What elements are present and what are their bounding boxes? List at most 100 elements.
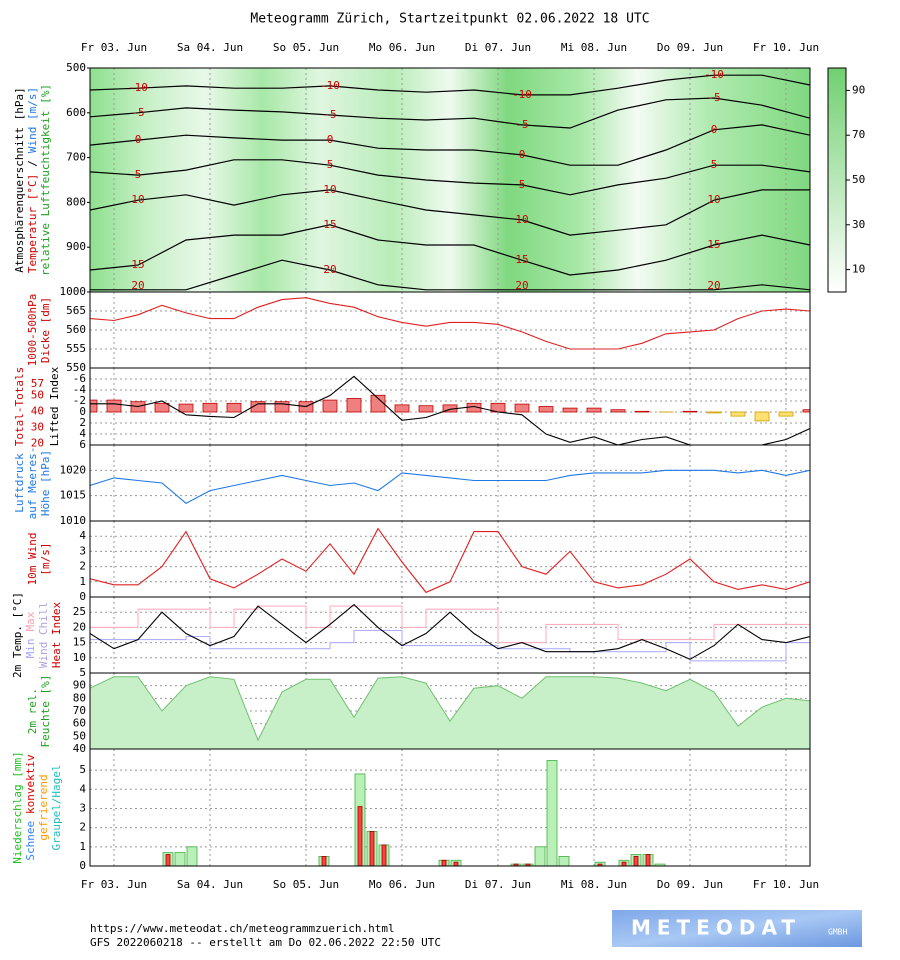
y-axis-label-part: Atmosphärenquerschnitt [hPa] (13, 87, 26, 272)
y-tick-label: 1 (79, 575, 86, 588)
y-tick-label: 60 (73, 717, 86, 730)
bar (357, 806, 363, 866)
y-axis-label-part: auf Meeres- (26, 447, 39, 520)
x-tick-label: So 05. Jun (273, 41, 339, 54)
y-axis-label: Graupel/Hagel (50, 764, 63, 850)
x-tick-label: Mo 06. Jun (369, 878, 435, 891)
y-axis-label: Schnee konvektiv (24, 754, 37, 861)
y-axis-label-part: Luftdruck (13, 453, 26, 513)
y-axis-label-part: Heat Index (50, 602, 63, 669)
y-tick-label: 80 (73, 691, 86, 704)
y-axis-label-part: Wind Chill (37, 602, 50, 668)
y-tick-label: 5 (79, 666, 86, 679)
colorbar-tick-label: 70 (852, 128, 865, 141)
isotherm-label: 20 (707, 279, 720, 292)
y-axis-label: 10m Wind (26, 533, 39, 586)
y-axis-label: Feuchte [%] (39, 675, 52, 748)
bar (706, 411, 722, 414)
bar (513, 863, 519, 866)
bar (418, 405, 434, 413)
humidity-field (90, 68, 810, 292)
plot-area (90, 749, 810, 866)
bar (453, 861, 459, 866)
line (90, 527, 810, 594)
y-tick-label: 1000 (60, 285, 87, 298)
bar (514, 403, 530, 413)
y-axis-label-part: Temperatur [°C] (26, 174, 39, 273)
y-tick-label: 1015 (60, 489, 87, 502)
isotherm (90, 189, 810, 236)
y-axis-label-part: Höhe [hPa] (39, 450, 52, 516)
y-axis-label-part: Niederschlag [mm] (11, 751, 24, 864)
isotherm-label: 0 (327, 133, 334, 146)
bar (394, 404, 410, 413)
y-tick-label: 1 (79, 840, 86, 853)
y-axis-label: Höhe [hPa] (39, 450, 52, 516)
x-tick-label: Fr 03. Jun (81, 41, 147, 54)
y-axis-label: 2m rel. (26, 688, 39, 734)
y-tick-label: 20 (73, 620, 86, 633)
isotherm-label: -10 (320, 79, 340, 92)
bar (586, 407, 602, 413)
x-tick-label: Di 07. Jun (465, 878, 531, 891)
y-axis-label: Niederschlag [mm] (11, 751, 24, 864)
plot-area (90, 673, 810, 749)
y-axis-label-part: [m/s] (39, 542, 52, 575)
isotherm-label: 10 (323, 183, 336, 196)
logo (612, 910, 862, 947)
isotherm-label: 10 (131, 193, 144, 206)
isotherm-label: 0 (519, 148, 526, 161)
y2-tick-label: 40 (31, 404, 44, 417)
isotherm-label: 20 (515, 279, 528, 292)
y-tick-label: 5 (79, 763, 86, 776)
isotherm-label: 10 (707, 193, 720, 206)
y-axis-label-part: Total-Totals (13, 367, 26, 446)
y-tick-label: 4 (79, 782, 86, 795)
line (90, 603, 810, 660)
y-axis-label: Temperatur [°C] / Wind [m/s] (26, 87, 39, 273)
bar (321, 856, 327, 866)
x-tick-label: Fr 03. Jun (81, 878, 147, 891)
bar (202, 402, 218, 413)
footer-run: GFS 2022060218 -- erstellt am Do 02.06.2… (90, 936, 441, 949)
y-axis-label: auf Meeres- (26, 447, 39, 520)
bar (154, 402, 170, 413)
isotherm-label: -5 (131, 106, 144, 119)
bar (226, 402, 242, 413)
y-axis-label-part: / (26, 160, 39, 167)
bar (186, 846, 198, 866)
y-tick-label: 800 (66, 195, 86, 208)
y-tick-label: 2 (79, 821, 86, 834)
area (90, 676, 810, 749)
y-tick-label: 555 (66, 342, 86, 355)
y-axis-label-part: Dicke [dm] (39, 297, 52, 363)
bar (802, 409, 810, 413)
y-axis-label-part: Max (24, 611, 37, 631)
panel-frame (89, 748, 811, 867)
y-axis-label-part: relative Luftfeuchtigkeit [%] (39, 84, 52, 276)
isotherm (90, 124, 810, 166)
panel: 1010 1015 1020 Luftdruck auf Meeres- Höhe [hP… (13, 444, 811, 527)
isotherm-label: -10 (128, 81, 148, 94)
bar (597, 863, 603, 866)
plot-area: -10 -10 -10 -10 -5 -5 -5 -5 0 0 0 0 5 5 5 5 10 10 10 10 15 15… (90, 68, 810, 292)
x-tick-label: Mi 08. Jun (561, 878, 627, 891)
y2-tick-label: 50 (31, 388, 44, 401)
x-tick-label: Mo 06. Jun (369, 41, 435, 54)
panel: 550 555 560 565 1000-500hPa Dicke [dm] (26, 291, 811, 374)
bar (682, 410, 698, 413)
bar (610, 409, 626, 413)
colorbar-tick-label: 50 (852, 173, 865, 186)
footer-url: https://www.meteodat.ch/meteogrammzueric… (90, 922, 395, 935)
bar (538, 406, 554, 413)
y-axis-label: [m/s] (39, 542, 52, 575)
bar (106, 399, 122, 413)
isotherm-label: 0 (135, 133, 142, 146)
y-tick-label: 50 (73, 729, 86, 742)
bar (633, 856, 639, 866)
y-axis-label: Wind Chill (37, 602, 50, 668)
y-axis-label-part: 10m Wind (26, 533, 39, 586)
chart-title: Meteogramm Zürich, Startzeitpunkt 02.06.… (250, 12, 649, 27)
y-tick-label: 70 (73, 704, 86, 717)
